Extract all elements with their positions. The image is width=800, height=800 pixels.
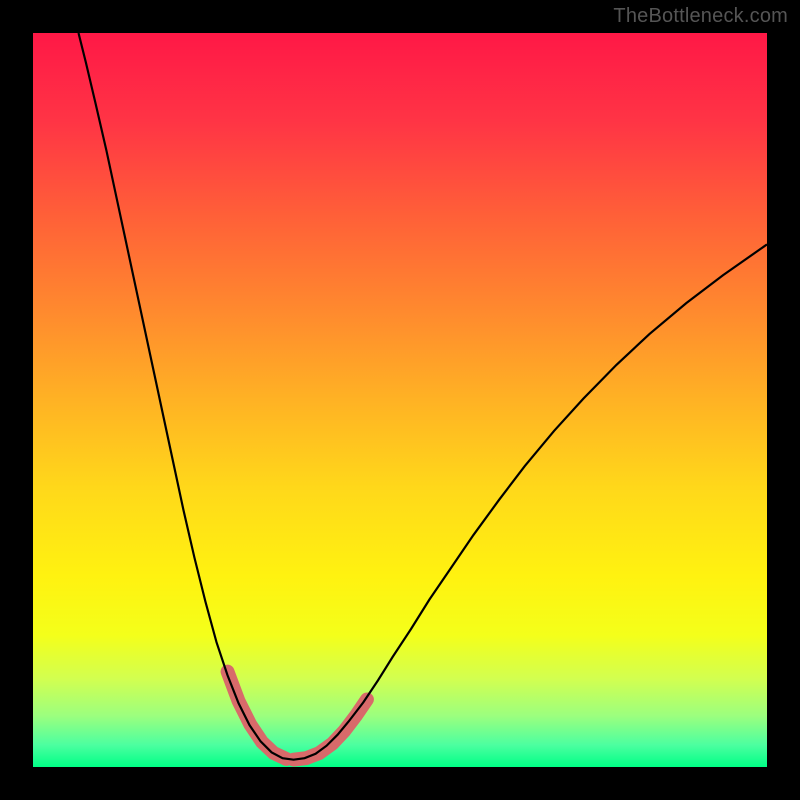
chart-plot-area xyxy=(30,30,770,770)
curve-main-line xyxy=(79,33,767,760)
watermark-text: TheBottleneck.com xyxy=(613,5,788,28)
bottleneck-curve xyxy=(33,33,767,767)
curve-highlight-segments xyxy=(228,672,367,760)
